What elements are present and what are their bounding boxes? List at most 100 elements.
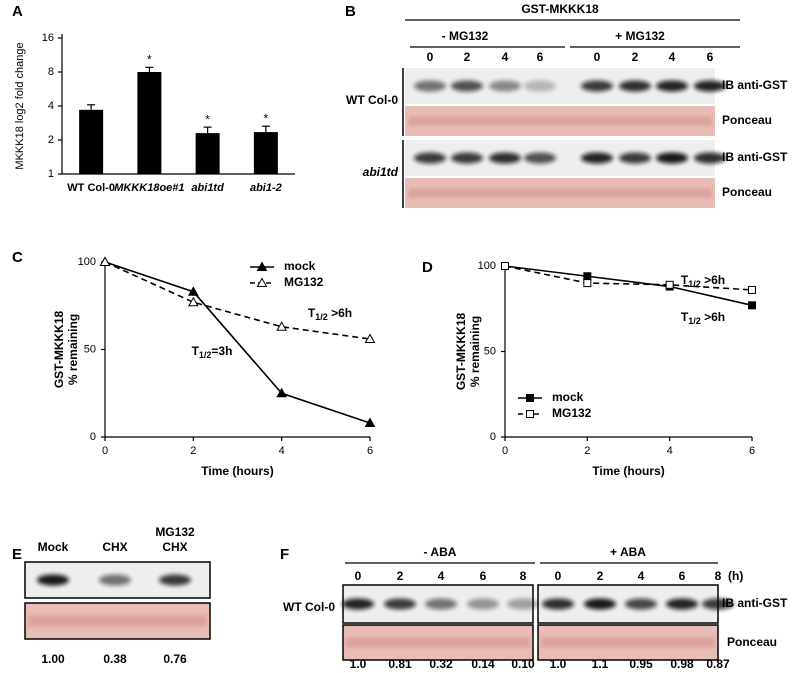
annotation-main: T: [192, 344, 200, 358]
band: [524, 152, 556, 164]
quant: 0.98: [670, 657, 694, 671]
marker: [364, 417, 376, 427]
x-tick-label: 6: [367, 445, 373, 457]
legend-marker: [256, 277, 268, 287]
x-tick-label: 0: [102, 445, 108, 457]
lane-label: 0: [594, 50, 601, 64]
band: [342, 598, 374, 610]
series-line: [504, 265, 753, 291]
panel-label: E: [12, 546, 22, 563]
marker: [364, 333, 376, 343]
blot-header: GST-MKKK18: [521, 2, 599, 16]
annotation-main: T: [681, 273, 689, 287]
band: [584, 598, 616, 610]
marker: [583, 279, 592, 288]
quant: 0.76: [163, 652, 187, 666]
band: [425, 598, 457, 610]
quant: 0.14: [471, 657, 495, 671]
band: [414, 152, 446, 164]
band: [467, 598, 499, 610]
x-tick-label: 2: [190, 445, 196, 457]
bar: [137, 72, 162, 174]
marker: [748, 285, 756, 294]
lane-label: CHX: [162, 540, 187, 554]
lane-label: 8: [715, 569, 722, 583]
band: [524, 80, 556, 92]
y-tick-label: 100: [478, 260, 496, 272]
band: [542, 598, 574, 610]
lane-label: 6: [707, 50, 714, 64]
band: [99, 574, 131, 586]
unit-label: (h): [728, 569, 743, 583]
band: [159, 574, 191, 586]
lane-label: 6: [480, 569, 487, 583]
bar: [253, 132, 278, 174]
x-tick-label: 6: [749, 445, 755, 457]
x-tick-label: 4: [279, 445, 285, 457]
band: [414, 80, 446, 92]
marker: [665, 280, 674, 289]
lane-label: 0: [555, 569, 562, 583]
lane-label: 4: [502, 50, 509, 64]
x-tick-label: abi1td: [191, 182, 224, 194]
annotation-rest: >6h: [701, 273, 725, 287]
band: [581, 80, 613, 92]
legend-label: MG132: [284, 275, 324, 289]
group-label: + MG132: [615, 29, 665, 43]
legend-marker: [526, 394, 534, 402]
quant: 1.0: [350, 657, 367, 671]
y-tick-label: 1: [48, 168, 54, 180]
band: [656, 80, 688, 92]
y-axis-label: % remaining: [468, 316, 482, 387]
lane-label: 6: [679, 569, 686, 583]
bar: [79, 109, 104, 174]
legend-label: mock: [552, 390, 584, 404]
marker: [187, 296, 199, 307]
y-tick-label: 50: [84, 343, 96, 355]
lane-label: 2: [597, 569, 604, 583]
y-axis-label: GST-MKKK18: [454, 313, 468, 391]
significance: *: [147, 52, 152, 66]
legend-label: MG132: [552, 406, 592, 420]
quant: 0.81: [388, 657, 412, 671]
legend-marker: [256, 261, 268, 271]
band: [694, 152, 726, 164]
band: [451, 80, 483, 92]
panel-label: B: [345, 3, 356, 20]
annotation: T1/2 >6h: [681, 310, 725, 326]
group-label: + ABA: [610, 545, 646, 559]
y-axis-label: MKKK18 log2 fold change: [14, 42, 26, 169]
lane-label: 2: [464, 50, 471, 64]
annotation: T1/2=3h: [192, 344, 233, 360]
annotation: T1/2 >6h: [308, 306, 352, 322]
annotation-sub: 1/2: [688, 279, 701, 289]
x-tick-label: 0: [502, 445, 508, 457]
quant: 0.95: [629, 657, 653, 671]
y-tick-label: 0: [90, 431, 96, 443]
band: [702, 598, 734, 610]
lane-label: 4: [669, 50, 676, 64]
y-tick-label: 0: [490, 431, 496, 443]
blot-label: Ponceau: [722, 185, 772, 199]
ponceau-band: [28, 615, 207, 627]
band: [384, 598, 416, 610]
annotation-main: T: [681, 310, 689, 324]
band: [694, 80, 726, 92]
annotation-sub: 1/2: [688, 316, 701, 326]
x-tick-label: MKKK18oe#1: [114, 182, 184, 194]
group-label: - ABA: [424, 545, 457, 559]
annotation-sub: 1/2: [199, 350, 212, 360]
y-tick-label: 2: [48, 134, 54, 146]
band: [37, 574, 69, 586]
marker: [99, 256, 111, 266]
blot-label: Ponceau: [722, 113, 772, 127]
y-axis-label: GST-MKKK18: [52, 311, 66, 389]
marker: [187, 286, 199, 296]
annotation-main: T: [308, 306, 316, 320]
y-tick-label: 16: [42, 32, 54, 44]
significance: *: [205, 112, 210, 126]
lane-label: 6: [537, 50, 544, 64]
y-tick-label: 4: [48, 100, 54, 112]
y-tick-label: 50: [484, 345, 496, 357]
lane-label: 2: [397, 569, 404, 583]
